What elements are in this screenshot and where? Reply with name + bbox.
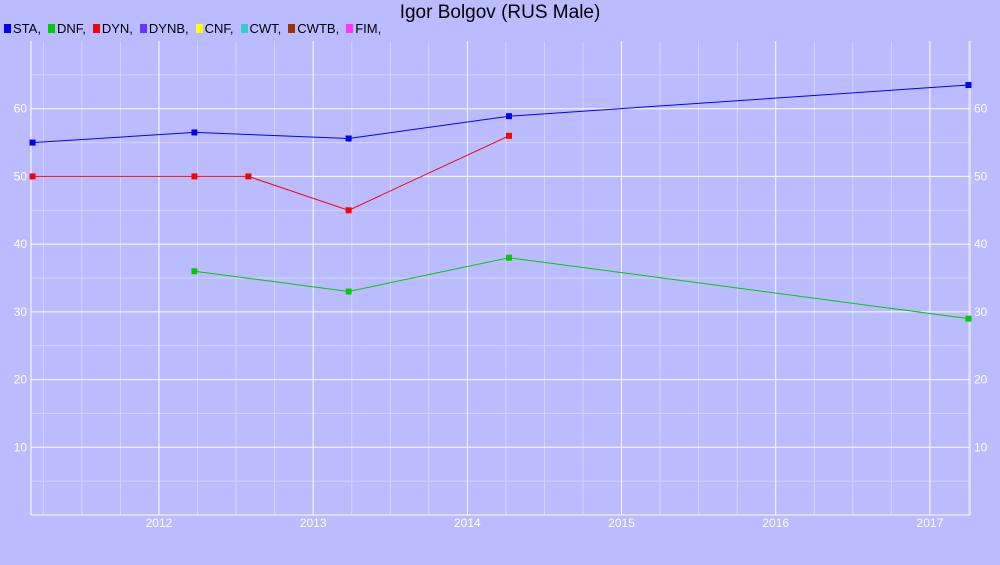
legend-label: DYNB, [148,20,189,36]
y-tick-label-left: 10 [14,440,28,454]
series [29,82,972,322]
y-tick-label-left: 30 [14,305,28,319]
legend-label: STA, [13,20,41,36]
legend-swatch [288,23,296,33]
axes: 10 10 20 20 30 30 40 40 50 50 60 60 2012 2013 2014 2015… [14,41,988,530]
legend-entry: CWTB, [288,21,339,36]
data-point-dnf [965,315,972,322]
legend-swatch [240,23,248,33]
x-tick-label: 2016 [762,516,789,530]
legend-swatch [47,23,55,33]
y-tick-label-right: 10 [974,440,988,454]
data-point-dnf [345,288,352,295]
data-point-sta [191,129,198,136]
data-point-dnf [505,254,512,261]
y-tick-label-left: 50 [14,169,28,183]
x-tick-label: 2015 [608,516,635,530]
data-point-dyn [191,173,198,180]
y-tick-label-left: 20 [14,373,28,387]
data-point-dnf [191,268,198,275]
legend-entry: DYNB, [139,20,189,36]
y-tick-label-right: 30 [974,305,988,319]
data-point-dyn [505,132,512,139]
x-tick-label: 2014 [454,516,481,530]
data-point-sta [29,139,36,146]
legend: STA, DNF, DYN, DYNB, CNF, CWT, CWTB, FIM, [4,20,388,36]
legend-label: CWT, [249,20,282,36]
data-point-sta [965,82,972,89]
y-tick-label-right: 50 [974,169,988,183]
data-point-sta [345,135,352,142]
data-point-dyn [245,173,252,180]
legend-label: DYN, [101,20,133,36]
legend-entry: CNF, [195,20,234,36]
y-tick-label-right: 20 [974,373,988,387]
legend-entry: FIM, [346,21,381,36]
legend-label: CNF, [204,20,234,36]
x-tick-label: 2017 [917,516,944,530]
data-point-sta [505,113,512,120]
chart-title: Igor Bolgov (RUS Male) [399,2,601,23]
y-tick-label-left: 40 [14,237,28,251]
x-tick-label: 2013 [300,516,327,530]
legend-entry: DNF, [47,20,86,36]
legend-entry: CWT, [240,20,282,36]
y-tick-label-left: 60 [14,102,28,116]
legend-label: FIM, [355,20,382,36]
series-line-dyn [32,135,510,211]
y-tick-label-right: 40 [974,237,988,251]
grid [31,41,970,515]
legend-swatch [92,23,100,33]
legend-label: CWTB, [297,20,340,36]
legend-entry: DYN, [92,20,133,36]
x-tick-label: 2012 [146,516,173,530]
legend-entry: STA, [4,21,41,36]
series-line-sta [32,84,969,144]
data-point-dyn [29,173,36,180]
legend-swatch [4,23,11,33]
legend-swatch [346,23,354,33]
y-tick-label-right: 60 [974,102,988,116]
series-line-dnf [194,257,969,320]
legend-swatch [139,23,147,33]
legend-swatch [195,23,203,33]
data-point-dyn [345,207,352,214]
legend-label: DNF, [56,20,86,36]
